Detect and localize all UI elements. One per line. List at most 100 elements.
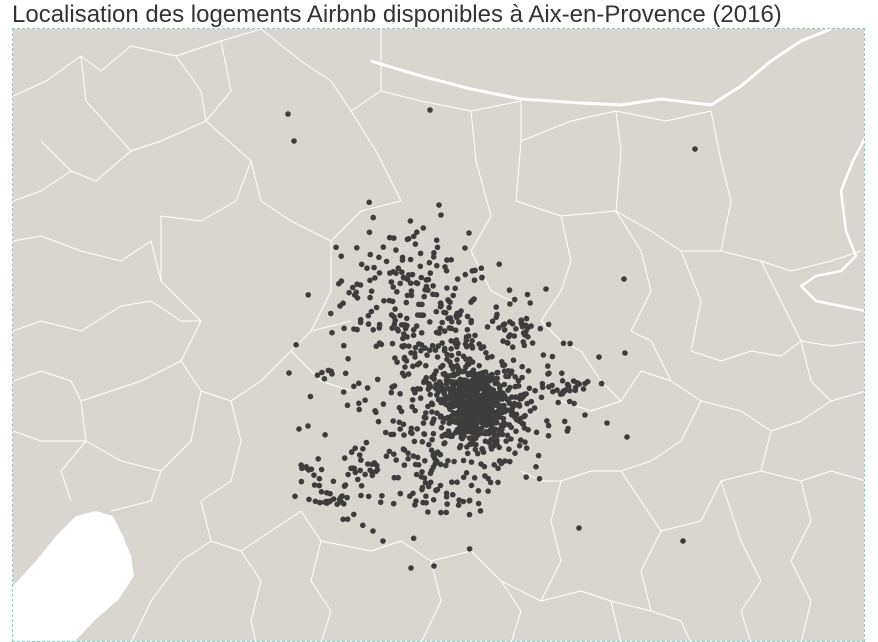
listing-point bbox=[491, 433, 498, 439]
listing-point bbox=[354, 326, 360, 333]
listing-point bbox=[319, 369, 325, 376]
listing-point bbox=[428, 400, 435, 407]
listing-point bbox=[437, 482, 444, 489]
listing-point bbox=[439, 340, 446, 346]
listing-point bbox=[512, 383, 519, 390]
listing-point bbox=[414, 454, 421, 461]
listing-point bbox=[330, 496, 337, 502]
listing-point bbox=[545, 422, 552, 429]
listing-point bbox=[504, 432, 511, 439]
listing-point bbox=[344, 402, 351, 409]
listing-point bbox=[528, 398, 535, 405]
listing-point bbox=[533, 464, 539, 470]
listing-point bbox=[412, 344, 419, 351]
listing-point bbox=[478, 461, 484, 467]
listing-point bbox=[370, 214, 377, 221]
listing-point bbox=[340, 516, 346, 523]
listing-point bbox=[571, 400, 577, 407]
listing-point bbox=[488, 446, 495, 452]
listing-point bbox=[405, 450, 411, 457]
map-frame[interactable] bbox=[12, 28, 865, 642]
listing-point bbox=[357, 467, 364, 474]
listing-point bbox=[506, 400, 513, 407]
listing-point bbox=[329, 371, 335, 377]
listing-point bbox=[405, 235, 412, 242]
listing-point bbox=[446, 420, 453, 427]
listing-point bbox=[561, 418, 568, 425]
listing-point bbox=[437, 461, 444, 468]
listing-point bbox=[449, 479, 455, 486]
listing-point bbox=[467, 408, 474, 415]
listing-point bbox=[407, 429, 414, 436]
listing-point bbox=[489, 371, 495, 378]
listing-point bbox=[503, 373, 509, 380]
listing-point bbox=[392, 355, 398, 361]
listing-point bbox=[450, 491, 456, 498]
water-body bbox=[13, 511, 134, 641]
listing-point bbox=[484, 354, 491, 361]
listing-point bbox=[445, 315, 451, 322]
listing-point bbox=[443, 462, 449, 469]
listing-point bbox=[426, 441, 432, 448]
listing-point bbox=[477, 430, 484, 437]
listing-point bbox=[482, 369, 489, 375]
listing-point bbox=[380, 244, 387, 250]
listing-point bbox=[538, 394, 545, 401]
listing-point bbox=[367, 277, 373, 284]
listing-point bbox=[464, 313, 471, 320]
listing-point bbox=[388, 431, 394, 438]
listing-point bbox=[362, 471, 368, 478]
listing-point bbox=[489, 389, 496, 396]
listing-point bbox=[365, 461, 371, 467]
listing-point bbox=[394, 359, 400, 365]
listing-point bbox=[559, 391, 566, 397]
listing-point bbox=[391, 451, 397, 458]
listing-point bbox=[374, 462, 380, 469]
listing-point bbox=[509, 344, 516, 350]
listing-point bbox=[476, 403, 483, 409]
listing-point bbox=[492, 380, 499, 387]
listing-point bbox=[412, 407, 418, 414]
listing-point bbox=[501, 402, 507, 409]
listing-point bbox=[389, 325, 396, 331]
listing-point bbox=[408, 350, 414, 356]
listing-point bbox=[409, 397, 416, 403]
listing-point bbox=[487, 438, 494, 445]
listing-point bbox=[410, 453, 417, 459]
listing-point bbox=[358, 261, 365, 268]
listing-point bbox=[539, 380, 546, 387]
listing-point bbox=[430, 430, 437, 437]
listing-point bbox=[430, 497, 437, 503]
listing-point bbox=[334, 501, 341, 508]
listing-point bbox=[448, 346, 454, 352]
listing-point bbox=[391, 235, 397, 241]
listing-point bbox=[473, 441, 479, 448]
listing-point bbox=[494, 375, 501, 382]
listing-point bbox=[408, 292, 415, 299]
listing-point bbox=[465, 428, 471, 435]
listing-point bbox=[450, 371, 457, 378]
listing-point bbox=[434, 354, 441, 360]
listing-point bbox=[494, 437, 500, 444]
listing-point bbox=[345, 471, 351, 478]
listing-point bbox=[480, 384, 487, 391]
listing-point bbox=[341, 342, 347, 349]
listing-point bbox=[574, 380, 580, 386]
map-canvas[interactable] bbox=[13, 29, 865, 642]
listing-point bbox=[517, 392, 524, 399]
listing-point bbox=[344, 516, 351, 522]
listing-point bbox=[624, 434, 630, 440]
listing-point bbox=[489, 318, 496, 325]
listing-point bbox=[496, 261, 503, 268]
listing-point bbox=[545, 363, 551, 369]
listing-point bbox=[507, 458, 513, 465]
listing-point bbox=[390, 500, 397, 507]
listing-point bbox=[424, 352, 430, 358]
listing-point bbox=[523, 315, 530, 322]
listing-point bbox=[380, 401, 387, 407]
listing-point bbox=[397, 280, 404, 287]
listing-point bbox=[426, 259, 433, 266]
listing-point bbox=[393, 247, 399, 253]
listing-point bbox=[559, 370, 565, 377]
listing-point bbox=[397, 312, 403, 319]
